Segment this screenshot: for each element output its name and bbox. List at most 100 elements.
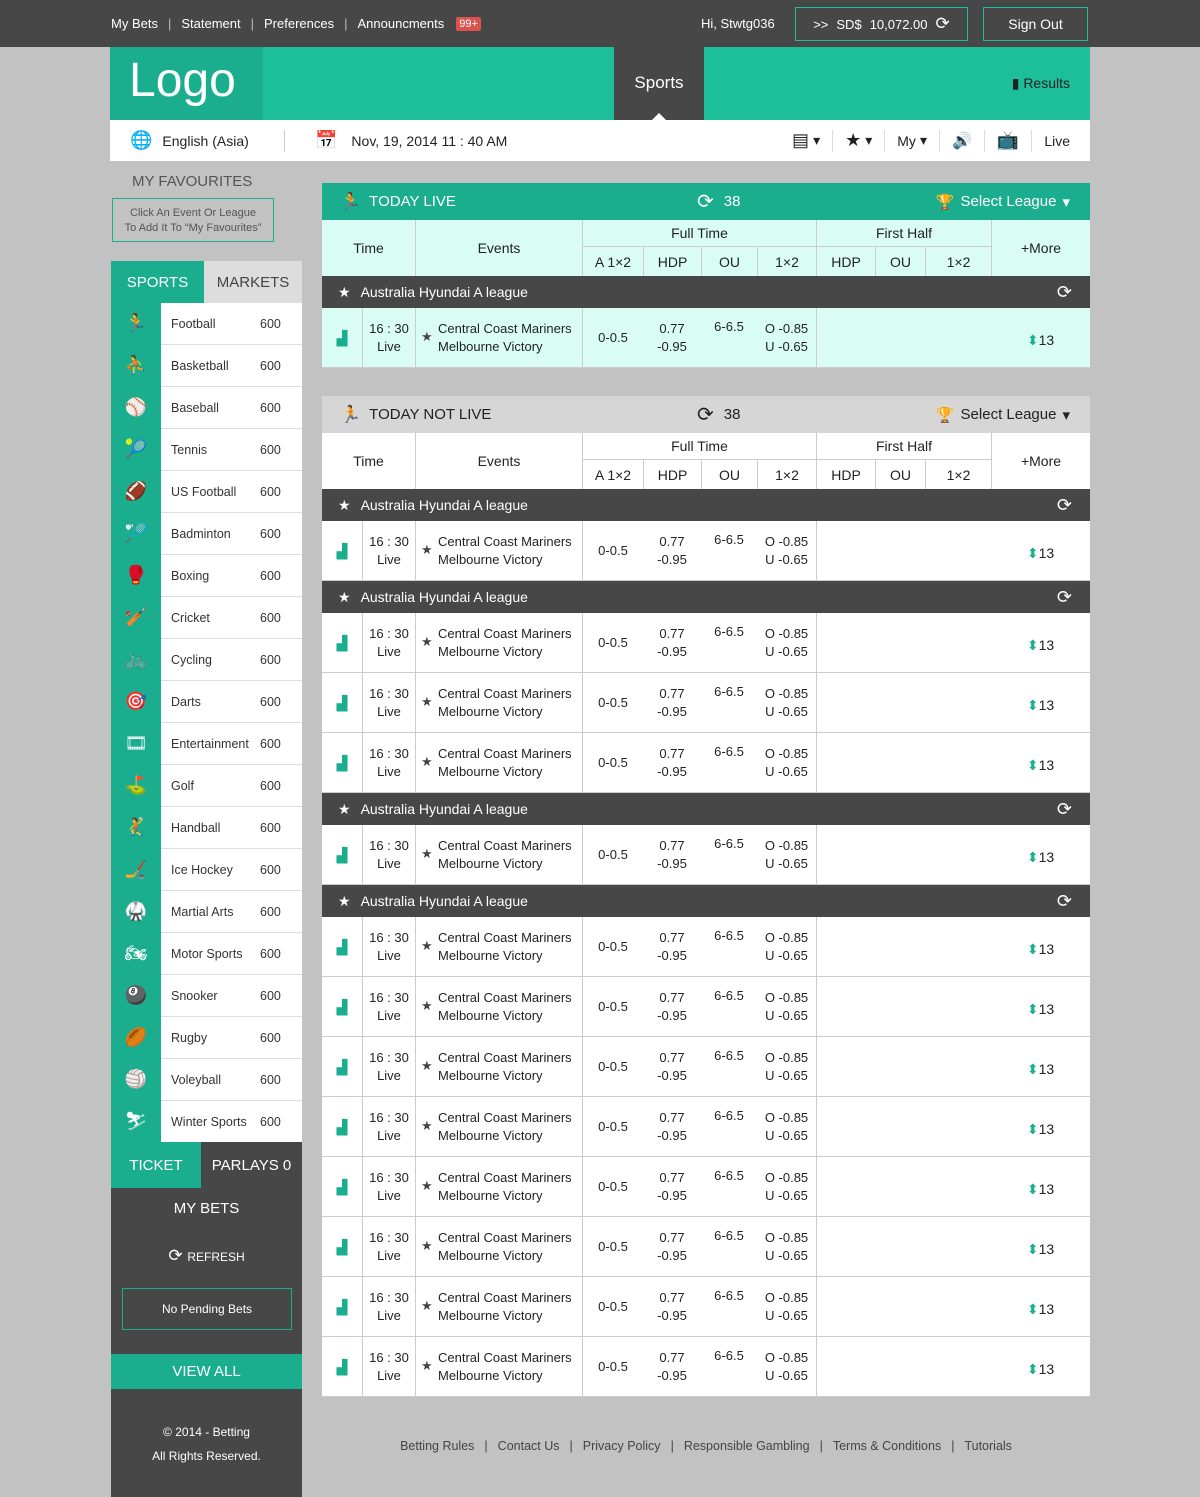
match-row[interactable]: ▟ 16 : 30 Live ★ Central Coast Mariners Melbo…	[322, 1037, 1090, 1097]
odds-ou[interactable]: O -0.85 U -0.65	[757, 1217, 816, 1276]
odds-ou-line[interactable]: 6-6.5	[701, 1217, 757, 1276]
star-icon[interactable]: ★	[421, 846, 433, 861]
tab-ticket[interactable]: TICKET	[111, 1142, 201, 1188]
star-icon[interactable]: ★	[421, 1118, 433, 1133]
match-row[interactable]: ▟ 16 : 30 Live ★ Central Coast Mariners Melbo…	[322, 613, 1090, 673]
tab-sports[interactable]: Sports	[614, 47, 704, 120]
sidebar-item-snooker[interactable]: 🎱 Snooker 600	[111, 974, 302, 1017]
odds-ou-line[interactable]: 6-6.5	[701, 521, 757, 580]
footer-link[interactable]: Contact Us	[497, 1439, 560, 1453]
stats-button[interactable]: ▟	[322, 1037, 362, 1096]
sidebar-item-entertainment[interactable]: 🎞 Entertainment 600	[111, 722, 302, 765]
sidebar-item-basketball[interactable]: ⛹ Basketball 600	[111, 344, 302, 387]
more-markets-button[interactable]: ⬍ 13	[991, 1097, 1090, 1156]
star-icon[interactable]: ★	[421, 1238, 433, 1253]
odds-ou[interactable]: O -0.85 U -0.65	[757, 917, 816, 976]
star-icon[interactable]: ★	[421, 1058, 433, 1073]
odds-ou-line[interactable]: 6-6.5	[701, 825, 757, 884]
odds-a1x2[interactable]: 0-0.5	[582, 308, 643, 367]
refresh-icon[interactable]: ⟳	[697, 191, 714, 213]
stats-button[interactable]: ▟	[322, 917, 362, 976]
sidebar-item-winter-sports[interactable]: ⛷ Winter Sports 600	[111, 1100, 302, 1143]
odds-a1x2[interactable]: 0-0.5	[582, 977, 643, 1036]
star-icon[interactable]: ★	[421, 938, 433, 953]
language-selector[interactable]: 🌐 English (Asia)	[110, 129, 285, 152]
footer-link[interactable]: Terms & Conditions	[832, 1439, 942, 1453]
stats-button[interactable]: ▟	[322, 1217, 362, 1276]
odds-ou[interactable]: O -0.85 U -0.65	[757, 613, 816, 672]
match-row[interactable]: ▟ 16 : 30 Live ★ Central Coast Mariners Melbo…	[322, 673, 1090, 733]
match-row[interactable]: ▟ 16 : 30 Live ★ Central Coast Mariners Melbo…	[322, 1337, 1090, 1397]
odds-a1x2[interactable]: 0-0.5	[582, 733, 643, 792]
footer-link[interactable]: Betting Rules	[400, 1439, 475, 1453]
star-icon[interactable]: ★	[421, 1358, 433, 1373]
star-icon[interactable]: ★	[421, 634, 433, 649]
stats-button[interactable]: ▟	[322, 308, 362, 367]
match-row[interactable]: ▟ 16 : 30 Live ★ Central Coast Mariners Melbo…	[322, 733, 1090, 793]
more-markets-button[interactable]: ⬍ 13	[991, 613, 1090, 672]
more-markets-button[interactable]: ⬍ 13	[991, 825, 1090, 884]
odds-ou[interactable]: O -0.85 U -0.65	[757, 825, 816, 884]
odds-hdp[interactable]: 0.77 -0.95	[643, 1337, 701, 1396]
more-markets-button[interactable]: ⬍ 13	[991, 1037, 1090, 1096]
stats-button[interactable]: ▟	[322, 1277, 362, 1336]
stats-button[interactable]: ▟	[322, 1337, 362, 1396]
sound-toggle[interactable]: 🔊	[938, 129, 984, 152]
sidebar-item-darts[interactable]: 🎯 Darts 600	[111, 680, 302, 723]
odds-a1x2[interactable]: 0-0.5	[582, 1037, 643, 1096]
league-header[interactable]: ★ Australia Hyundai A league ⟳	[322, 885, 1090, 917]
odds-ou-line[interactable]: 6-6.5	[701, 1097, 757, 1156]
refresh-icon[interactable]: ⟳	[1056, 586, 1072, 607]
star-icon[interactable]: ★	[421, 1298, 433, 1313]
match-row[interactable]: ▟ 16 : 30 Live ★ Central Coast Mariners Melbo…	[322, 977, 1090, 1037]
odds-ou-line[interactable]: 6-6.5	[701, 1037, 757, 1096]
odds-ou-line[interactable]: 6-6.5	[701, 1337, 757, 1396]
star-icon[interactable]: ★	[338, 892, 351, 909]
odds-hdp[interactable]: 0.77 -0.95	[643, 1157, 701, 1216]
odds-ou[interactable]: O -0.85 U -0.65	[757, 521, 816, 580]
odds-hdp[interactable]: 0.77 -0.95	[643, 613, 701, 672]
tab-markets[interactable]: MARKETS	[204, 261, 302, 303]
tab-sports-list[interactable]: SPORTS	[111, 261, 204, 303]
top-link[interactable]: Statement	[181, 16, 241, 31]
logo[interactable]: Logo	[110, 47, 263, 120]
balance-box[interactable]: >> SD$ 10,072.00 ⟳	[795, 7, 968, 41]
my-menu[interactable]: My ▾	[884, 129, 939, 152]
odds-ou[interactable]: O -0.85 U -0.65	[757, 1097, 816, 1156]
odds-hdp[interactable]: 0.77 -0.95	[643, 308, 701, 367]
league-header[interactable]: ★ Australia Hyundai A league ⟳	[322, 793, 1090, 825]
odds-ou[interactable]: O -0.85 U -0.65	[757, 673, 816, 732]
sign-out-button[interactable]: Sign Out	[983, 7, 1088, 41]
odds-ou[interactable]: O -0.85 U -0.65	[757, 1037, 816, 1096]
more-markets-button[interactable]: ⬍ 13	[991, 308, 1090, 367]
match-row[interactable]: ▟ 16 : 30 Live ★ Central Coast Mariners Melbo…	[322, 825, 1090, 885]
odds-hdp[interactable]: 0.77 -0.95	[643, 1277, 701, 1336]
select-league-dropdown[interactable]: 🏆 Select League ▾	[936, 406, 1070, 424]
odds-hdp[interactable]: 0.77 -0.95	[643, 521, 701, 580]
more-markets-button[interactable]: ⬍ 13	[991, 977, 1090, 1036]
odds-hdp[interactable]: 0.77 -0.95	[643, 1217, 701, 1276]
league-header[interactable]: ★ Australia Hyundai A league ⟳	[322, 581, 1090, 613]
sidebar-item-ice-hockey[interactable]: 🏒 Ice Hockey 600	[111, 848, 302, 891]
odds-a1x2[interactable]: 0-0.5	[582, 613, 643, 672]
odds-ou[interactable]: O -0.85 U -0.65	[757, 733, 816, 792]
odds-a1x2[interactable]: 0-0.5	[582, 1277, 643, 1336]
odds-a1x2[interactable]: 0-0.5	[582, 521, 643, 580]
odds-a1x2[interactable]: 0-0.5	[582, 1157, 643, 1216]
match-row[interactable]: ▟ 16 : 30 Live ★ Central Coast Mariners Melbo…	[322, 521, 1090, 581]
sidebar-item-rugby[interactable]: 🏉 Rugby 600	[111, 1016, 302, 1059]
star-icon[interactable]: ★	[421, 1178, 433, 1193]
odds-ou[interactable]: O -0.85 U -0.65	[757, 308, 816, 367]
odds-ou-line[interactable]: 6-6.5	[701, 613, 757, 672]
star-icon[interactable]: ★	[338, 496, 351, 513]
odds-a1x2[interactable]: 0-0.5	[582, 825, 643, 884]
odds-ou-line[interactable]: 6-6.5	[701, 673, 757, 732]
stats-button[interactable]: ▟	[322, 613, 362, 672]
stats-button[interactable]: ▟	[322, 977, 362, 1036]
sidebar-item-badminton[interactable]: 🏸 Badminton 600	[111, 512, 302, 555]
star-icon[interactable]: ★	[338, 800, 351, 817]
odds-a1x2[interactable]: 0-0.5	[582, 1097, 643, 1156]
star-icon[interactable]: ★	[338, 588, 351, 605]
odds-ou-line[interactable]: 6-6.5	[701, 917, 757, 976]
sidebar-item-handball[interactable]: 🤾 Handball 600	[111, 806, 302, 849]
